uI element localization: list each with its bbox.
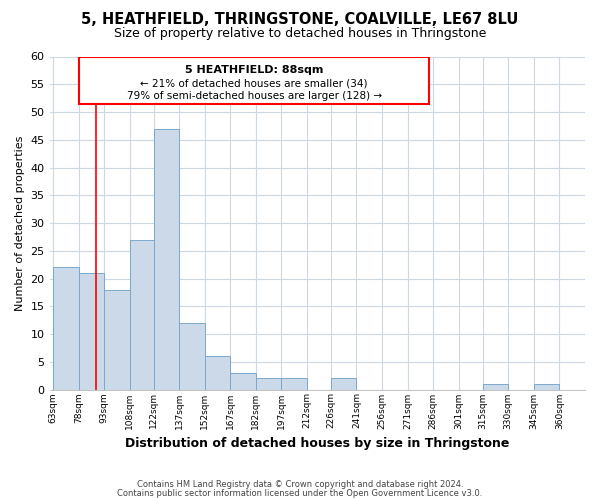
Text: Contains public sector information licensed under the Open Government Licence v3: Contains public sector information licen… <box>118 488 482 498</box>
X-axis label: Distribution of detached houses by size in Thringstone: Distribution of detached houses by size … <box>125 437 509 450</box>
Bar <box>331 378 356 390</box>
Text: 5 HEATHFIELD: 88sqm: 5 HEATHFIELD: 88sqm <box>185 65 323 75</box>
Bar <box>256 378 281 390</box>
Text: 5, HEATHFIELD, THRINGSTONE, COALVILLE, LE67 8LU: 5, HEATHFIELD, THRINGSTONE, COALVILLE, L… <box>82 12 518 28</box>
Bar <box>130 240 154 390</box>
Bar <box>79 56 429 104</box>
Bar <box>104 290 130 390</box>
Bar <box>179 323 205 390</box>
Bar <box>281 378 307 390</box>
Text: 79% of semi-detached houses are larger (128) →: 79% of semi-detached houses are larger (… <box>127 92 382 102</box>
Y-axis label: Number of detached properties: Number of detached properties <box>15 136 25 310</box>
Bar <box>205 356 230 390</box>
Text: Size of property relative to detached houses in Thringstone: Size of property relative to detached ho… <box>114 28 486 40</box>
Bar <box>154 128 179 390</box>
Bar <box>79 273 104 390</box>
Bar <box>53 268 79 390</box>
Bar <box>482 384 508 390</box>
Bar <box>534 384 559 390</box>
Bar <box>230 373 256 390</box>
Text: ← 21% of detached houses are smaller (34): ← 21% of detached houses are smaller (34… <box>140 78 368 88</box>
Text: Contains HM Land Registry data © Crown copyright and database right 2024.: Contains HM Land Registry data © Crown c… <box>137 480 463 489</box>
